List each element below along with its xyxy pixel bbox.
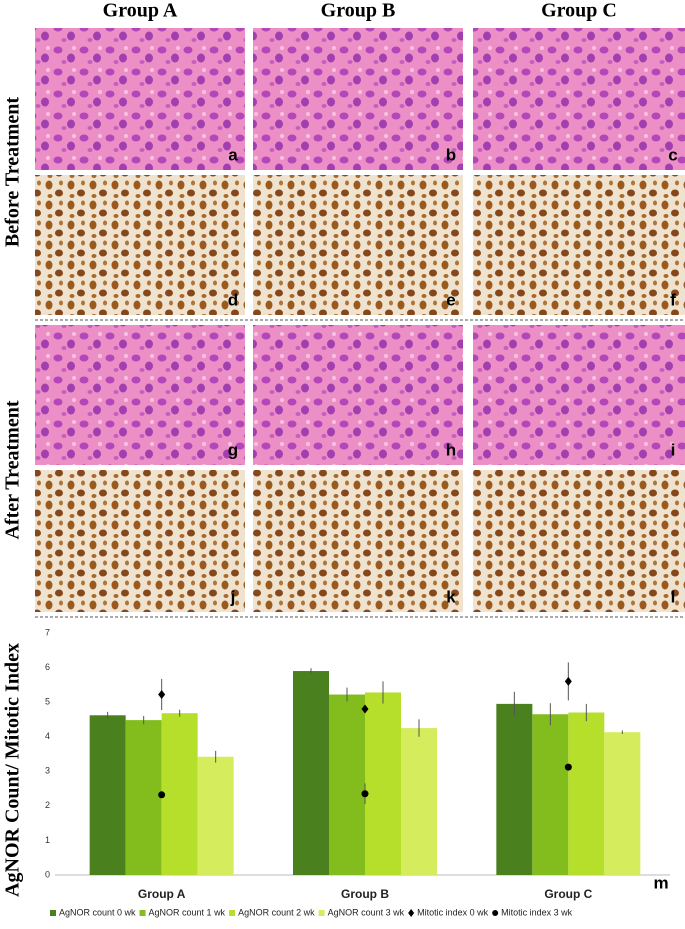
panel-label: d xyxy=(228,290,238,309)
micrograph xyxy=(473,28,685,170)
panel-label: l xyxy=(671,587,676,606)
column-header: Group C xyxy=(541,0,617,22)
bar xyxy=(496,703,533,875)
y-tick-label: 6 xyxy=(45,662,50,672)
marker xyxy=(564,676,572,686)
bar xyxy=(197,756,234,875)
x-tick-label: Group A xyxy=(138,887,186,901)
row-label: Before Treatment xyxy=(2,97,24,247)
legend-swatch xyxy=(318,910,325,916)
panel-label: b xyxy=(446,145,456,164)
bar xyxy=(604,732,641,875)
legend-label: AgNOR count 3 wk xyxy=(328,907,405,917)
panel-label: m xyxy=(653,873,668,892)
micrograph xyxy=(35,470,245,612)
micrograph xyxy=(473,470,685,612)
micrograph xyxy=(473,175,685,315)
panel-label: c xyxy=(668,145,677,164)
panel-label: f xyxy=(670,290,676,309)
legend-label: AgNOR count 2 wk xyxy=(238,907,315,917)
bar xyxy=(532,714,569,875)
legend-swatch xyxy=(229,910,236,916)
bar xyxy=(125,720,162,875)
bar xyxy=(401,728,437,875)
y-tick-label: 5 xyxy=(45,697,50,707)
column-header: Group B xyxy=(321,0,396,22)
panel-label: h xyxy=(446,440,456,459)
marker xyxy=(158,690,166,700)
micrograph xyxy=(35,325,245,465)
marker xyxy=(361,790,369,798)
bar xyxy=(329,694,365,875)
panel-label: j xyxy=(230,587,236,606)
legend-marker xyxy=(492,910,499,916)
panel-label: i xyxy=(671,440,676,459)
bar xyxy=(365,692,401,875)
panel-label: e xyxy=(446,290,455,309)
legend-swatch xyxy=(50,910,56,916)
micrograph xyxy=(253,175,463,315)
legend-label: AgNOR count 0 wk xyxy=(59,907,136,917)
bar xyxy=(89,715,126,875)
micrograph xyxy=(253,470,463,612)
panel-label: k xyxy=(446,587,456,606)
marker xyxy=(564,763,572,771)
column-header: Group A xyxy=(103,0,178,22)
micrograph xyxy=(253,325,463,465)
y-axis-title: AgNOR Count/ Mitotic Index xyxy=(2,643,24,897)
marker xyxy=(158,791,166,799)
legend-swatch xyxy=(139,910,146,916)
bar xyxy=(293,671,329,875)
bar xyxy=(161,713,198,875)
panel-label: g xyxy=(228,440,238,459)
panel-label: a xyxy=(228,145,238,164)
y-tick-label: 3 xyxy=(45,766,50,776)
y-tick-label: 0 xyxy=(45,869,50,879)
y-tick-label: 1 xyxy=(45,835,50,845)
micrograph xyxy=(35,28,245,170)
legend-label: Mitotic index 3 wk xyxy=(501,907,573,917)
y-tick-label: 2 xyxy=(45,800,50,810)
legend-marker xyxy=(408,909,415,917)
legend-label: Mitotic index 0 wk xyxy=(417,907,489,917)
x-tick-label: Group B xyxy=(341,887,389,901)
x-tick-label: Group C xyxy=(544,887,592,901)
y-tick-label: 7 xyxy=(45,627,50,637)
micrograph xyxy=(473,325,685,465)
micrograph xyxy=(253,28,463,170)
y-tick-label: 4 xyxy=(45,731,50,741)
legend-label: AgNOR count 1 wk xyxy=(149,907,226,917)
row-label: After Treatment xyxy=(2,400,24,539)
bar xyxy=(568,712,605,875)
micrograph xyxy=(35,175,245,315)
marker xyxy=(361,704,369,714)
